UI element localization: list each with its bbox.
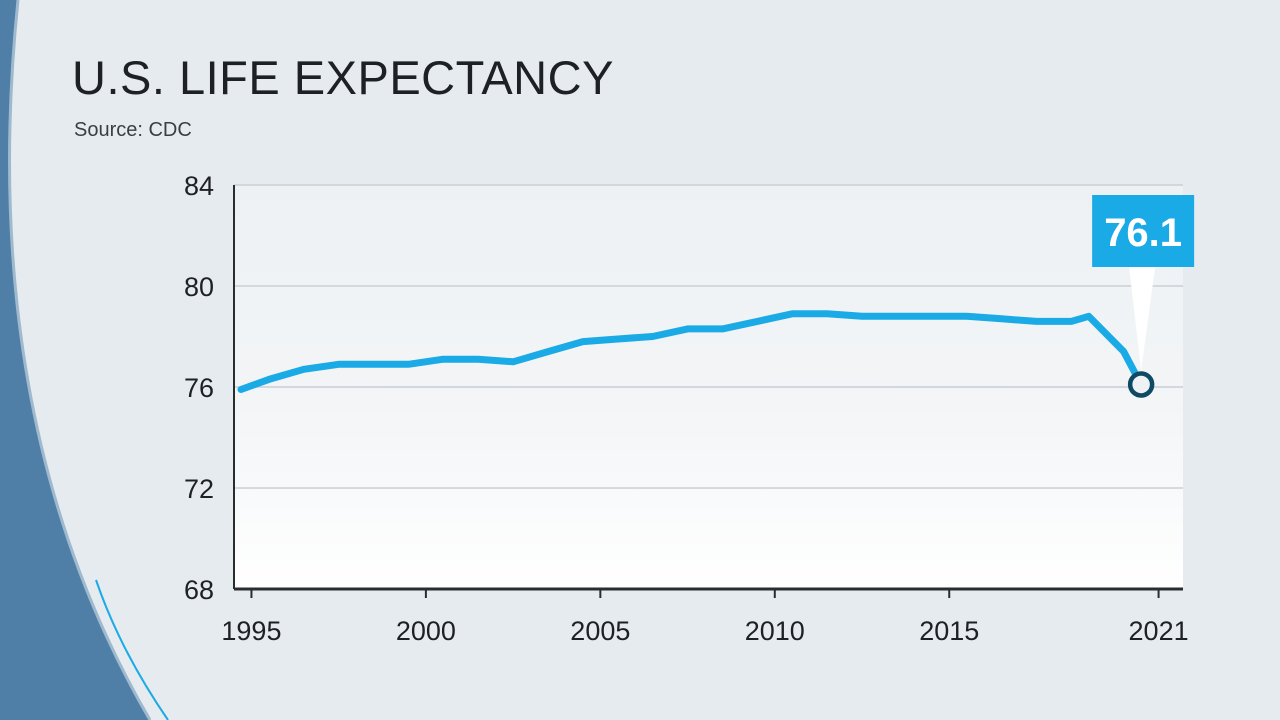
x-axis-ticks: 1995 2000 2005 2010 2015 2021 (221, 589, 1189, 646)
y-axis-ticks: 84 80 76 72 68 (184, 171, 214, 605)
x-tick-label: 2021 (1129, 616, 1189, 646)
decorative-arc-highlight (8, 0, 152, 720)
y-tick-label: 80 (184, 272, 214, 302)
y-tick-label: 72 (184, 474, 214, 504)
callout-box (1092, 195, 1195, 267)
callout-pointer (1129, 267, 1156, 371)
callout-value: 76.1 (1104, 211, 1182, 255)
x-tick-label: 2010 (745, 616, 805, 646)
decorative-arc-panel (0, 0, 150, 720)
y-tick-label: 76 (184, 373, 214, 403)
y-tick-label: 68 (184, 575, 214, 605)
grid-lines (234, 184, 1183, 489)
chart-title: U.S. LIFE EXPECTANCY (72, 51, 614, 104)
x-tick-label: 2005 (570, 616, 630, 646)
highlight-point (1127, 371, 1155, 398)
source-label: Source: CDC (74, 119, 192, 141)
x-tick-label: 2000 (396, 616, 456, 646)
x-tick-label: 2015 (919, 616, 979, 646)
y-tick-label: 84 (184, 171, 214, 201)
life-expectancy-line (237, 310, 1145, 393)
decorative-arc-accent (95, 579, 169, 720)
x-tick-label: 1995 (221, 616, 281, 646)
